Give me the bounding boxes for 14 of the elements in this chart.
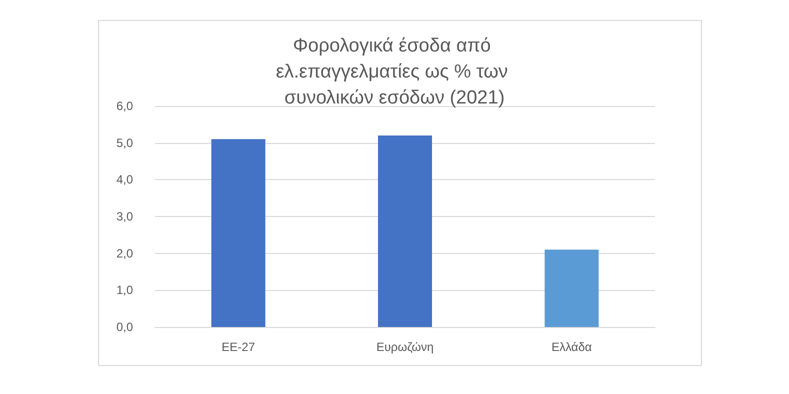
- y-tick-label: 0,0: [116, 320, 134, 334]
- y-tick-label: 5,0: [116, 136, 134, 150]
- y-tick-label: 2,0: [116, 246, 134, 260]
- bar: [378, 135, 432, 327]
- x-tick-label: Ευρωζώνη: [376, 340, 434, 354]
- chart-title: Φορολογικά έσοδα από ελ.επαγγελματίες ως % των συνολικών εσόδων (2021): [276, 36, 514, 108]
- y-tick-label: 1,0: [116, 283, 134, 298]
- y-tick-label: 4,0: [116, 172, 134, 187]
- bar: [211, 139, 266, 327]
- x-tick-label: ΕΕ-27: [222, 340, 256, 354]
- y-tick-label: 3,0: [116, 210, 134, 224]
- x-tick-label: Ελλάδα: [551, 340, 592, 354]
- bar: [544, 250, 599, 327]
- y-tick-label: 6,0: [116, 99, 134, 113]
